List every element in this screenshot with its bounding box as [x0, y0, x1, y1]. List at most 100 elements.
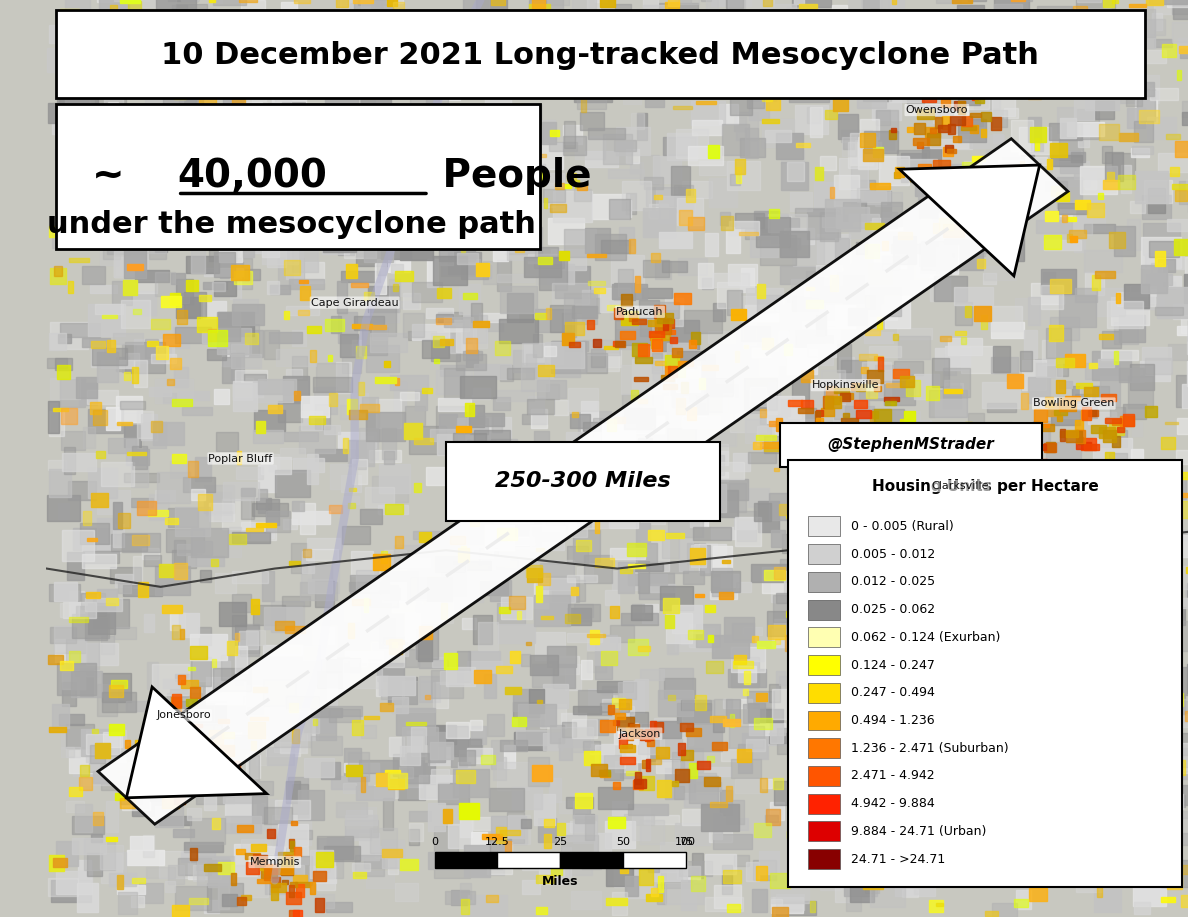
Bar [1020, 688, 1031, 702]
Bar [954, 286, 993, 304]
Bar [411, 727, 426, 757]
Bar [612, 200, 631, 216]
Bar [1126, 616, 1154, 641]
Bar [769, 436, 808, 447]
Bar [878, 357, 883, 370]
Bar [1056, 192, 1069, 201]
Bar [393, 545, 434, 568]
Bar [204, 162, 221, 192]
Bar [550, 129, 558, 137]
Bar [500, 230, 520, 252]
Bar [588, 689, 614, 710]
Bar [876, 785, 915, 815]
Bar [59, 602, 80, 617]
Bar [959, 92, 980, 105]
Bar [726, 227, 740, 253]
Bar [141, 547, 159, 559]
Bar [266, 864, 277, 874]
Bar [1045, 758, 1064, 770]
Bar [722, 719, 740, 726]
Bar [1154, 0, 1171, 14]
Bar [1083, 445, 1099, 450]
Bar [430, 742, 453, 759]
Bar [114, 626, 135, 638]
Bar [790, 534, 824, 556]
Bar [200, 295, 210, 301]
Bar [1003, 157, 1023, 179]
Bar [586, 228, 611, 253]
Bar [630, 162, 643, 172]
Bar [234, 844, 257, 876]
Bar [1026, 699, 1038, 704]
Bar [289, 862, 299, 872]
Bar [467, 415, 485, 425]
Bar [551, 867, 562, 876]
Bar [916, 252, 934, 277]
Bar [100, 0, 129, 15]
Bar [437, 434, 469, 455]
Bar [777, 35, 786, 42]
Polygon shape [126, 687, 266, 798]
Bar [1119, 83, 1152, 103]
Bar [933, 705, 946, 718]
Bar [282, 596, 310, 606]
Bar [640, 156, 659, 183]
Bar [1085, 78, 1119, 110]
Bar [266, 829, 274, 837]
Bar [493, 485, 497, 500]
Bar [861, 367, 868, 372]
Bar [937, 39, 969, 56]
Bar [345, 748, 361, 776]
Bar [343, 783, 355, 793]
Bar [310, 850, 333, 878]
Bar [846, 603, 880, 631]
Bar [1080, 386, 1092, 401]
Bar [632, 604, 644, 617]
Bar [640, 669, 664, 680]
Bar [346, 814, 377, 824]
Bar [637, 523, 650, 547]
Bar [738, 745, 752, 773]
Bar [315, 387, 336, 414]
Bar [1060, 856, 1092, 872]
Bar [795, 656, 807, 665]
Bar [62, 672, 86, 690]
Bar [252, 525, 274, 537]
Bar [234, 781, 272, 795]
Bar [114, 0, 148, 2]
Bar [520, 819, 531, 827]
Bar [499, 319, 538, 343]
Bar [771, 874, 809, 902]
Bar [524, 257, 561, 277]
Bar [1079, 125, 1089, 148]
Bar [849, 579, 877, 591]
Bar [485, 97, 511, 121]
Bar [358, 381, 364, 395]
Bar [69, 651, 80, 661]
Bar [741, 662, 758, 672]
Bar [1144, 50, 1167, 62]
Bar [1112, 152, 1135, 180]
Bar [399, 22, 417, 43]
Bar [148, 222, 165, 246]
Bar [576, 32, 592, 36]
Bar [546, 384, 560, 399]
Bar [1123, 813, 1155, 825]
Bar [460, 443, 468, 458]
Bar [49, 26, 58, 43]
Bar [223, 796, 260, 803]
Bar [1135, 869, 1144, 884]
Bar [638, 400, 647, 403]
Bar [1142, 75, 1159, 103]
Bar [638, 438, 652, 458]
Bar [962, 712, 975, 720]
Bar [955, 501, 971, 513]
Bar [512, 153, 517, 163]
Bar [158, 564, 172, 577]
Bar [115, 574, 133, 587]
Bar [626, 47, 649, 54]
Bar [268, 103, 282, 111]
Bar [628, 564, 645, 569]
Bar [552, 282, 589, 304]
Bar [234, 271, 252, 284]
